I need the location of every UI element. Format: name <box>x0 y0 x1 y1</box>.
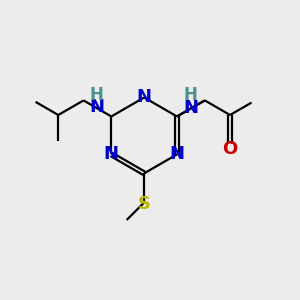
Text: H: H <box>90 86 104 104</box>
Text: H: H <box>184 86 198 104</box>
Text: N: N <box>183 99 198 117</box>
Text: N: N <box>89 98 104 116</box>
Text: S: S <box>138 195 151 213</box>
Text: O: O <box>222 140 238 158</box>
Text: N: N <box>169 146 184 164</box>
Text: N: N <box>104 146 119 164</box>
Text: N: N <box>137 88 152 106</box>
